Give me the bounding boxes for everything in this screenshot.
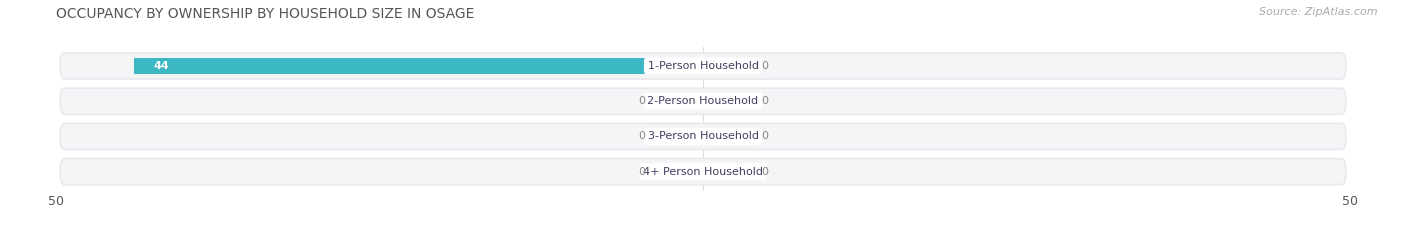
Text: 0: 0 (638, 96, 645, 106)
Text: 1-Person Household: 1-Person Household (648, 61, 758, 71)
Bar (703, 164, 748, 180)
Bar (658, 93, 703, 109)
Text: 0: 0 (761, 96, 768, 106)
Bar (703, 58, 748, 74)
Bar (658, 129, 703, 144)
Text: OCCUPANCY BY OWNERSHIP BY HOUSEHOLD SIZE IN OSAGE: OCCUPANCY BY OWNERSHIP BY HOUSEHOLD SIZE… (56, 7, 475, 21)
Bar (703, 129, 748, 144)
Text: 4+ Person Household: 4+ Person Household (643, 167, 763, 177)
FancyBboxPatch shape (60, 53, 1346, 79)
Text: 3-Person Household: 3-Person Household (648, 131, 758, 141)
Text: 0: 0 (638, 131, 645, 141)
Bar (703, 93, 748, 109)
FancyBboxPatch shape (60, 123, 1346, 150)
Bar (658, 164, 703, 180)
Text: Source: ZipAtlas.com: Source: ZipAtlas.com (1260, 7, 1378, 17)
Bar (134, 58, 703, 74)
Text: 0: 0 (638, 167, 645, 177)
Text: 0: 0 (761, 167, 768, 177)
Text: 2-Person Household: 2-Person Household (647, 96, 759, 106)
Text: 0: 0 (761, 131, 768, 141)
Text: 0: 0 (761, 61, 768, 71)
FancyBboxPatch shape (60, 159, 1346, 185)
Text: 44: 44 (153, 61, 169, 71)
FancyBboxPatch shape (60, 88, 1346, 114)
